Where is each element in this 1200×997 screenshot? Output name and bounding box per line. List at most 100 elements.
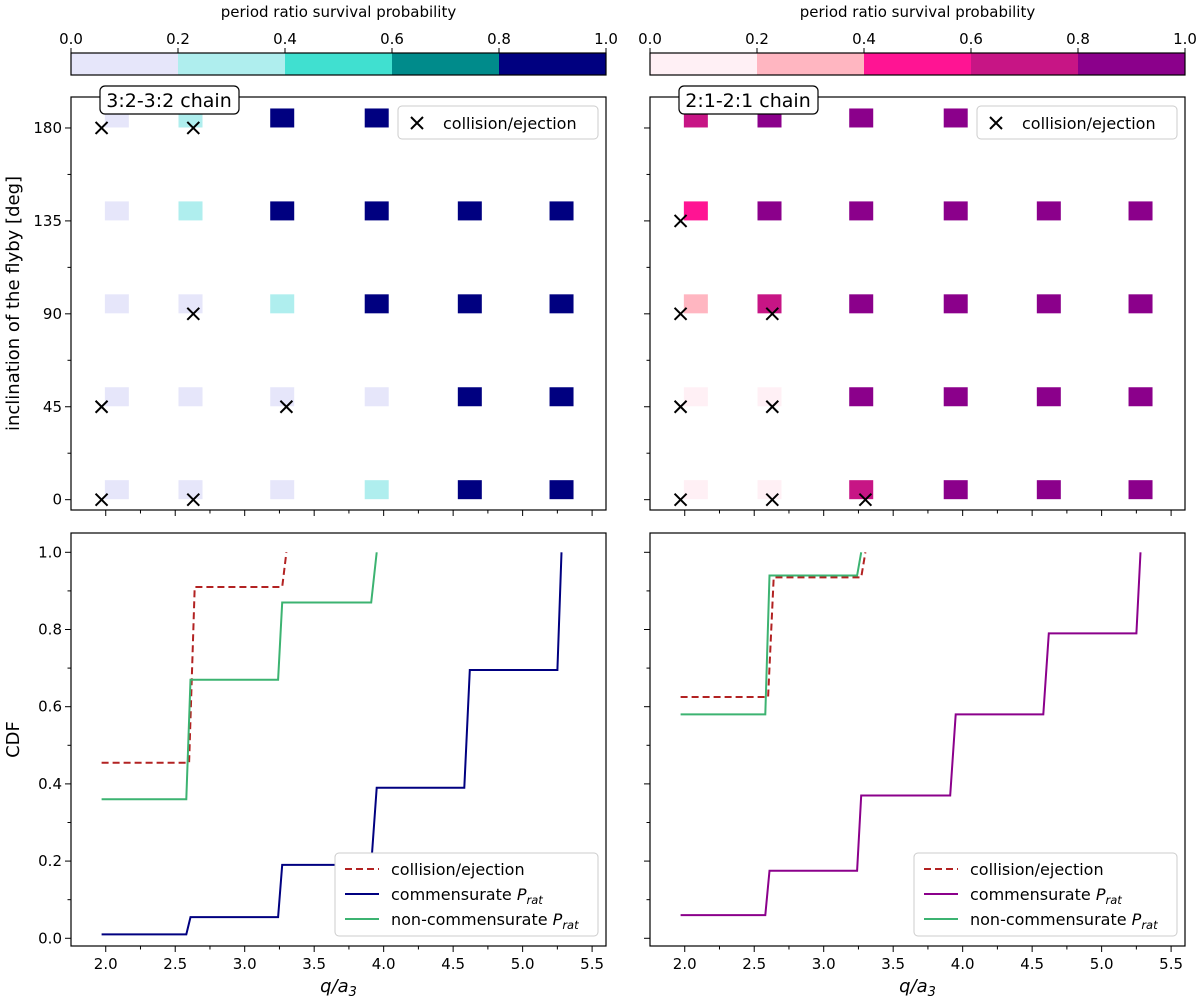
x-tick-label: 5.0 — [511, 955, 535, 973]
heatmap-cell — [457, 294, 482, 314]
legend-label: collision/ejection — [391, 860, 525, 879]
chain-label: 3:2-3:2 chain — [99, 85, 240, 115]
series-line — [680, 552, 863, 716]
colorbar-title: period ratio survival probability — [221, 3, 457, 21]
y-tick-label: 0.8 — [38, 620, 62, 638]
heatmap-cell — [683, 294, 708, 314]
legend-box — [913, 852, 1178, 937]
heatmap-cell — [683, 480, 708, 500]
colorbar-segment — [864, 53, 971, 75]
colorbar-tick-label: 0.2 — [166, 30, 190, 48]
legend-label: commensurate Prat — [970, 885, 1122, 907]
collision-marker — [279, 400, 294, 414]
x-axis-label: q/a3 — [899, 976, 936, 997]
y-tick-label: 0 — [52, 491, 62, 509]
y-axis-label: inclination of the flyby [deg] — [3, 176, 24, 431]
heatmap-cell — [364, 294, 389, 314]
heatmap-cell — [943, 294, 968, 314]
colorbar-tick-label: 1.0 — [594, 30, 618, 48]
collision-marker — [94, 400, 109, 414]
heatmap-panel-top-right: 2:1-2:1 chain collision/ejection — [644, 85, 1186, 516]
x-tick-label: 4.0 — [372, 955, 396, 973]
collision-marker — [186, 307, 200, 321]
colorbar-tick-label: 0.2 — [745, 30, 769, 48]
heatmap-panel-top-left: 0 45 90 135 180 3:2-3:2 chain collision/ejecti… — [3, 85, 607, 516]
heatmap-cell — [178, 294, 203, 314]
heatmap-cell — [683, 201, 708, 221]
colorbar-segment — [971, 53, 1078, 75]
heatmap-cell — [1128, 201, 1153, 221]
x-tick-label: 5.5 — [580, 955, 604, 973]
x-tick-label: 2.0 — [673, 955, 697, 973]
plot-frame — [649, 532, 1186, 947]
x-tick-label: 5.5 — [1159, 955, 1183, 973]
chain-label-text: 3:2-3:2 chain — [106, 90, 232, 112]
heatmap-cell — [178, 480, 203, 500]
chain-label-box — [678, 85, 819, 115]
colorbar-tick-label: 0.6 — [959, 30, 983, 48]
heatmap-cell — [270, 480, 295, 500]
heatmap-cell — [549, 387, 574, 407]
legend: collision/ejection commensurate Prat non-c… — [913, 852, 1178, 937]
heatmap-cell — [549, 294, 574, 314]
collision-marker — [673, 307, 688, 321]
colorbar-tick-label: 0.0 — [59, 30, 83, 48]
chain-label: 2:1-2:1 chain — [678, 85, 819, 115]
x-tick-label: 2.5 — [163, 955, 187, 973]
heatmap-cell — [364, 108, 389, 128]
series-line — [680, 552, 867, 698]
plot-area — [71, 97, 606, 510]
series-line — [101, 552, 378, 801]
legend-label: non-commensurate Prat — [970, 910, 1158, 932]
legend: collision/ejection — [397, 105, 599, 140]
x-tick-label: 4.5 — [1020, 955, 1044, 973]
colorbar-segment — [392, 53, 499, 75]
heatmap-cell — [849, 387, 874, 407]
y-tick-label: 0.2 — [38, 852, 62, 870]
heatmap-cell — [178, 201, 203, 221]
heatmap-cell — [849, 480, 874, 500]
y-tick-label: 90 — [43, 305, 62, 323]
collision-marker — [673, 492, 688, 507]
y-tick-label: 0.4 — [38, 775, 62, 793]
collision-marker — [765, 400, 779, 414]
x-axis-label: q/a3 — [320, 976, 357, 997]
legend-label: non-commensurate Prat — [391, 910, 579, 932]
y-tick-label: 0.6 — [38, 698, 62, 716]
x-tick-label: 4.0 — [951, 955, 975, 973]
legend-label: collision/ejection — [1022, 114, 1156, 133]
legend-label: collision/ejection — [443, 114, 577, 133]
heatmap-cell — [104, 201, 129, 221]
colorbar-segment — [178, 53, 285, 75]
x-tick-label: 3.0 — [812, 955, 836, 973]
colorbar-segment — [1078, 53, 1185, 75]
x-tick-label: 3.5 — [881, 955, 905, 973]
heatmap-cell — [1036, 480, 1061, 500]
chain-label-box — [99, 85, 240, 115]
colorbar-left: period ratio survival probability 0.0 0.2 0… — [59, 3, 618, 76]
plot-area — [650, 97, 1185, 510]
chain-label-text: 2:1-2:1 chain — [685, 90, 811, 112]
heatmap-cell — [104, 387, 129, 407]
colorbar-tick-label: 0.8 — [487, 30, 511, 48]
heatmap-cell — [364, 480, 389, 500]
collision-marker — [673, 400, 688, 414]
collision-marker — [765, 492, 779, 507]
legend: collision/ejection — [976, 105, 1178, 140]
y-tick-label: 135 — [33, 212, 62, 230]
colorbar-tick-label: 0.6 — [380, 30, 404, 48]
cdf-panel-bottom-right: 2.0 2.5 3.0 3.5 4.0 4.5 5.0 5.5 q/a3 collision/ej… — [644, 532, 1186, 997]
x-tick-label: 5.0 — [1090, 955, 1114, 973]
cdf-panel-bottom-left: 2.0 2.5 3.0 3.5 4.0 4.5 5.0 5.5 0.0 0.2 0.4 0.6 0.8 1… — [3, 532, 607, 997]
heatmap-cell — [1036, 201, 1061, 221]
series-line — [101, 552, 288, 764]
heatmap-cell — [849, 108, 874, 128]
heatmap-cell — [1128, 294, 1153, 314]
colorbar-tick-label: 0.4 — [852, 30, 876, 48]
y-axis-label: CDF — [3, 721, 24, 758]
colorbar-tick-label: 0.4 — [273, 30, 297, 48]
colorbar-frame — [70, 52, 607, 76]
series-line — [680, 552, 1142, 917]
heatmap-cell — [1128, 480, 1153, 500]
